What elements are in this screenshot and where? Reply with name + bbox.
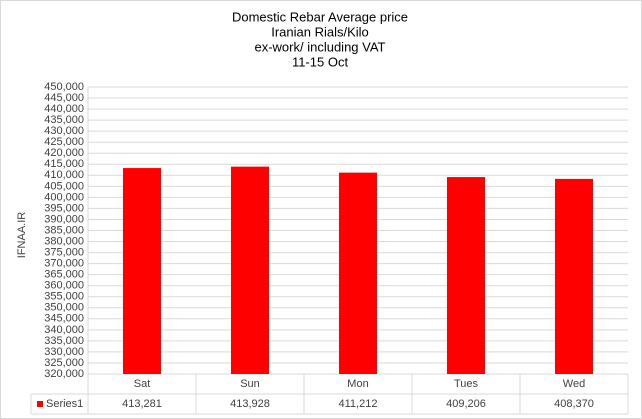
- legend-label: Series1: [46, 398, 83, 410]
- legend-key: [37, 401, 43, 407]
- bar: [339, 172, 377, 374]
- y-tick-label: 425,000: [44, 136, 84, 148]
- y-tick-label: 405,000: [44, 180, 84, 192]
- y-tick-label: 435,000: [44, 114, 84, 126]
- y-tick-label: 430,000: [44, 125, 84, 137]
- x-tick-label: Tues: [454, 378, 479, 390]
- y-tick-label: 390,000: [44, 213, 84, 225]
- y-tick-label: 380,000: [44, 235, 84, 247]
- chart-title: 11-15 Oct: [292, 54, 349, 69]
- y-tick-label: 355,000: [44, 291, 84, 303]
- x-tick-label: Mon: [347, 378, 368, 390]
- y-tick-label: 400,000: [44, 191, 84, 203]
- y-tick-label: 420,000: [44, 147, 84, 159]
- y-tick-label: 445,000: [44, 92, 84, 104]
- x-tick-label: Sun: [240, 378, 260, 390]
- chart-title: ex-work/ including VAT: [254, 39, 385, 54]
- table-value: 411,212: [339, 398, 378, 410]
- y-tick-label: 370,000: [44, 258, 84, 270]
- chart-title: Domestic Rebar Average price: [232, 9, 408, 24]
- chart-title: Iranian Rials/Kilo: [271, 24, 369, 39]
- y-tick-label: 320,000: [44, 368, 84, 380]
- y-tick-label: 330,000: [44, 346, 84, 358]
- table-value: 408,370: [554, 398, 594, 410]
- y-tick-label: 395,000: [44, 202, 84, 214]
- y-tick-label: 345,000: [44, 313, 84, 325]
- table-value: 413,928: [230, 398, 270, 410]
- bar: [447, 177, 485, 374]
- y-tick-label: 410,000: [44, 169, 84, 181]
- table-value: 413,281: [122, 398, 162, 410]
- y-tick-label: 365,000: [44, 269, 84, 281]
- y-tick-label: 385,000: [44, 224, 84, 236]
- bar: [555, 178, 593, 374]
- y-tick-label: 335,000: [44, 335, 84, 347]
- y-tick-label: 325,000: [44, 357, 84, 369]
- y-tick-label: 415,000: [44, 158, 84, 170]
- y-tick-label: 440,000: [44, 103, 84, 115]
- x-tick-label: Wed: [563, 378, 585, 390]
- bar: [231, 166, 269, 374]
- x-tick-label: Sat: [134, 378, 151, 390]
- y-tick-label: 360,000: [44, 280, 84, 292]
- y-tick-label: 375,000: [44, 246, 84, 258]
- y-tick-label: 450,000: [44, 81, 84, 93]
- y-tick-label: 340,000: [44, 324, 84, 336]
- y-axis-label: IFNAA.IR: [16, 212, 28, 259]
- y-tick-label: 350,000: [44, 302, 84, 314]
- bar: [123, 168, 161, 374]
- table-value: 409,206: [446, 398, 486, 410]
